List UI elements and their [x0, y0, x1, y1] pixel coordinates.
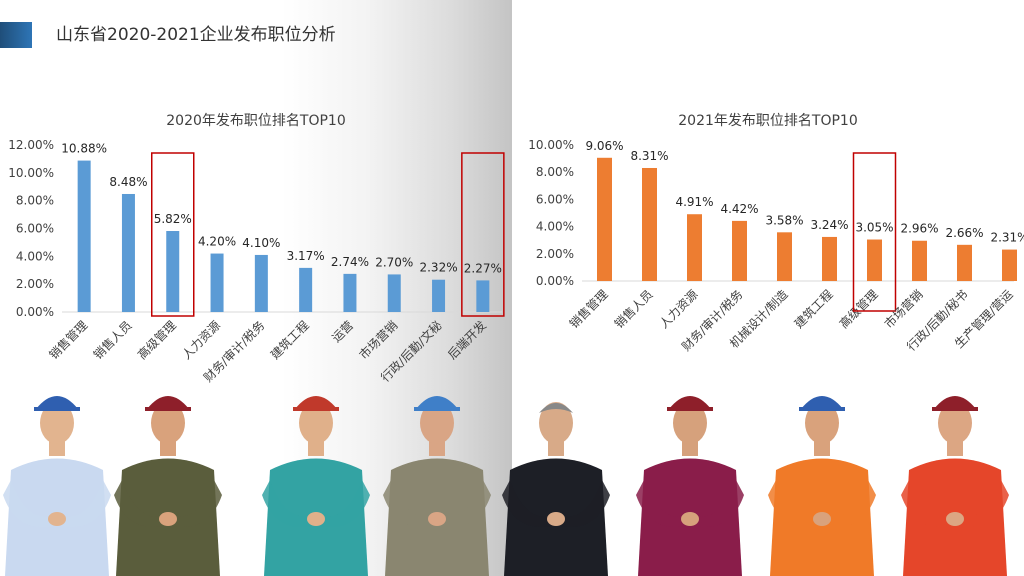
value-label: 2.70% [375, 255, 413, 269]
y-tick-label: 8.00% [536, 165, 574, 179]
page-title: 山东省2020-2021企业发布职位分析 [56, 25, 336, 45]
y-tick-label: 10.00% [8, 166, 54, 180]
bar [387, 274, 401, 312]
value-label: 8.48% [109, 175, 147, 189]
bar [343, 273, 357, 312]
value-label: 2.31% [990, 231, 1024, 245]
worker-figure [901, 396, 1009, 576]
y-tick-label: 0.00% [536, 274, 574, 288]
bar [210, 253, 224, 312]
bar [687, 214, 702, 281]
bar [957, 244, 972, 281]
value-label: 2.74% [331, 255, 369, 269]
y-tick-label: 2.00% [16, 277, 54, 291]
chart-2021: 2021年发布职位排名TOP10 0.00% 2.00% 4.00% 6.00% 8.00… [528, 113, 1024, 354]
value-label: 10.88% [61, 142, 107, 156]
chart-title: 2020年发布职位排名TOP10 [166, 113, 345, 129]
value-label: 2.32% [419, 261, 457, 275]
worker-figure [262, 396, 370, 576]
value-label: 2.66% [945, 226, 983, 240]
y-tick-label: 4.00% [536, 220, 574, 234]
value-label: 3.17% [287, 249, 325, 263]
y-tick-label: 8.00% [16, 194, 54, 208]
bar [77, 160, 91, 312]
value-label: 2.27% [464, 261, 502, 275]
x-tick-label: 市场营销 [356, 318, 401, 363]
chart-2020: 2020年发布职位排名TOP10 0.00% 2.00% 4.00% 6.00% 8.00… [8, 113, 505, 385]
worker-figure [768, 396, 876, 576]
y-tick-label: 0.00% [16, 305, 54, 319]
bar [822, 236, 837, 281]
worker-figure [3, 396, 111, 576]
highlight-box [852, 152, 897, 312]
bar [867, 239, 882, 281]
bar [254, 254, 268, 312]
x-tick-label: 高级管理 [134, 318, 179, 363]
y-tick-label: 6.00% [536, 192, 574, 206]
worker-figure [636, 396, 744, 576]
x-tick-label: 人力资源 [657, 287, 701, 331]
value-label: 3.05% [855, 221, 893, 235]
bar [476, 280, 490, 312]
x-tick-label: 销售管理 [566, 287, 611, 332]
bar [642, 167, 657, 281]
value-label: 4.91% [675, 195, 713, 209]
x-tick-label: 人力资源 [179, 318, 223, 362]
bar [732, 220, 747, 281]
x-tick-label: 销售管理 [46, 318, 91, 363]
bar [912, 240, 927, 281]
value-label: 2.96% [900, 222, 938, 236]
value-label: 5.82% [154, 212, 192, 226]
workers-photo-strip [3, 396, 1009, 576]
x-tick-label: 运营 [329, 318, 356, 345]
y-tick-label: 10.00% [528, 138, 574, 152]
bar [432, 279, 446, 312]
bar [1002, 249, 1017, 281]
bar [777, 232, 792, 281]
y-tick-label: 2.00% [536, 247, 574, 261]
worker-figure [114, 396, 222, 576]
bar [597, 157, 612, 281]
x-tick-label: 建筑工程 [791, 287, 836, 332]
y-tick-label: 12.00% [8, 138, 54, 152]
value-label: 8.31% [630, 149, 668, 163]
value-label: 4.10% [242, 236, 280, 250]
value-label: 4.20% [198, 235, 236, 249]
x-tick-label: 市场营销 [881, 287, 926, 332]
bar [121, 193, 135, 312]
x-tick-label: 建筑工程 [267, 318, 312, 363]
title-accent-bar [0, 22, 32, 48]
value-label: 9.06% [585, 139, 623, 153]
chart-title: 2021年发布职位排名TOP10 [678, 113, 857, 129]
bar [299, 267, 313, 312]
highlight-box [461, 152, 505, 317]
value-label: 3.24% [810, 218, 848, 232]
x-tick-label: 后端开发 [444, 318, 489, 363]
x-tick-label: 销售人员 [611, 287, 656, 332]
x-tick-label: 高级管理 [836, 287, 881, 332]
highlight-box [151, 152, 195, 317]
worker-figure [383, 396, 491, 576]
bar [166, 231, 180, 312]
y-tick-label: 6.00% [16, 222, 54, 236]
x-tick-label: 销售人员 [90, 318, 135, 363]
value-label: 4.42% [720, 202, 758, 216]
worker-figure [502, 402, 610, 576]
y-tick-label: 4.00% [16, 249, 54, 263]
value-label: 3.58% [765, 213, 803, 227]
